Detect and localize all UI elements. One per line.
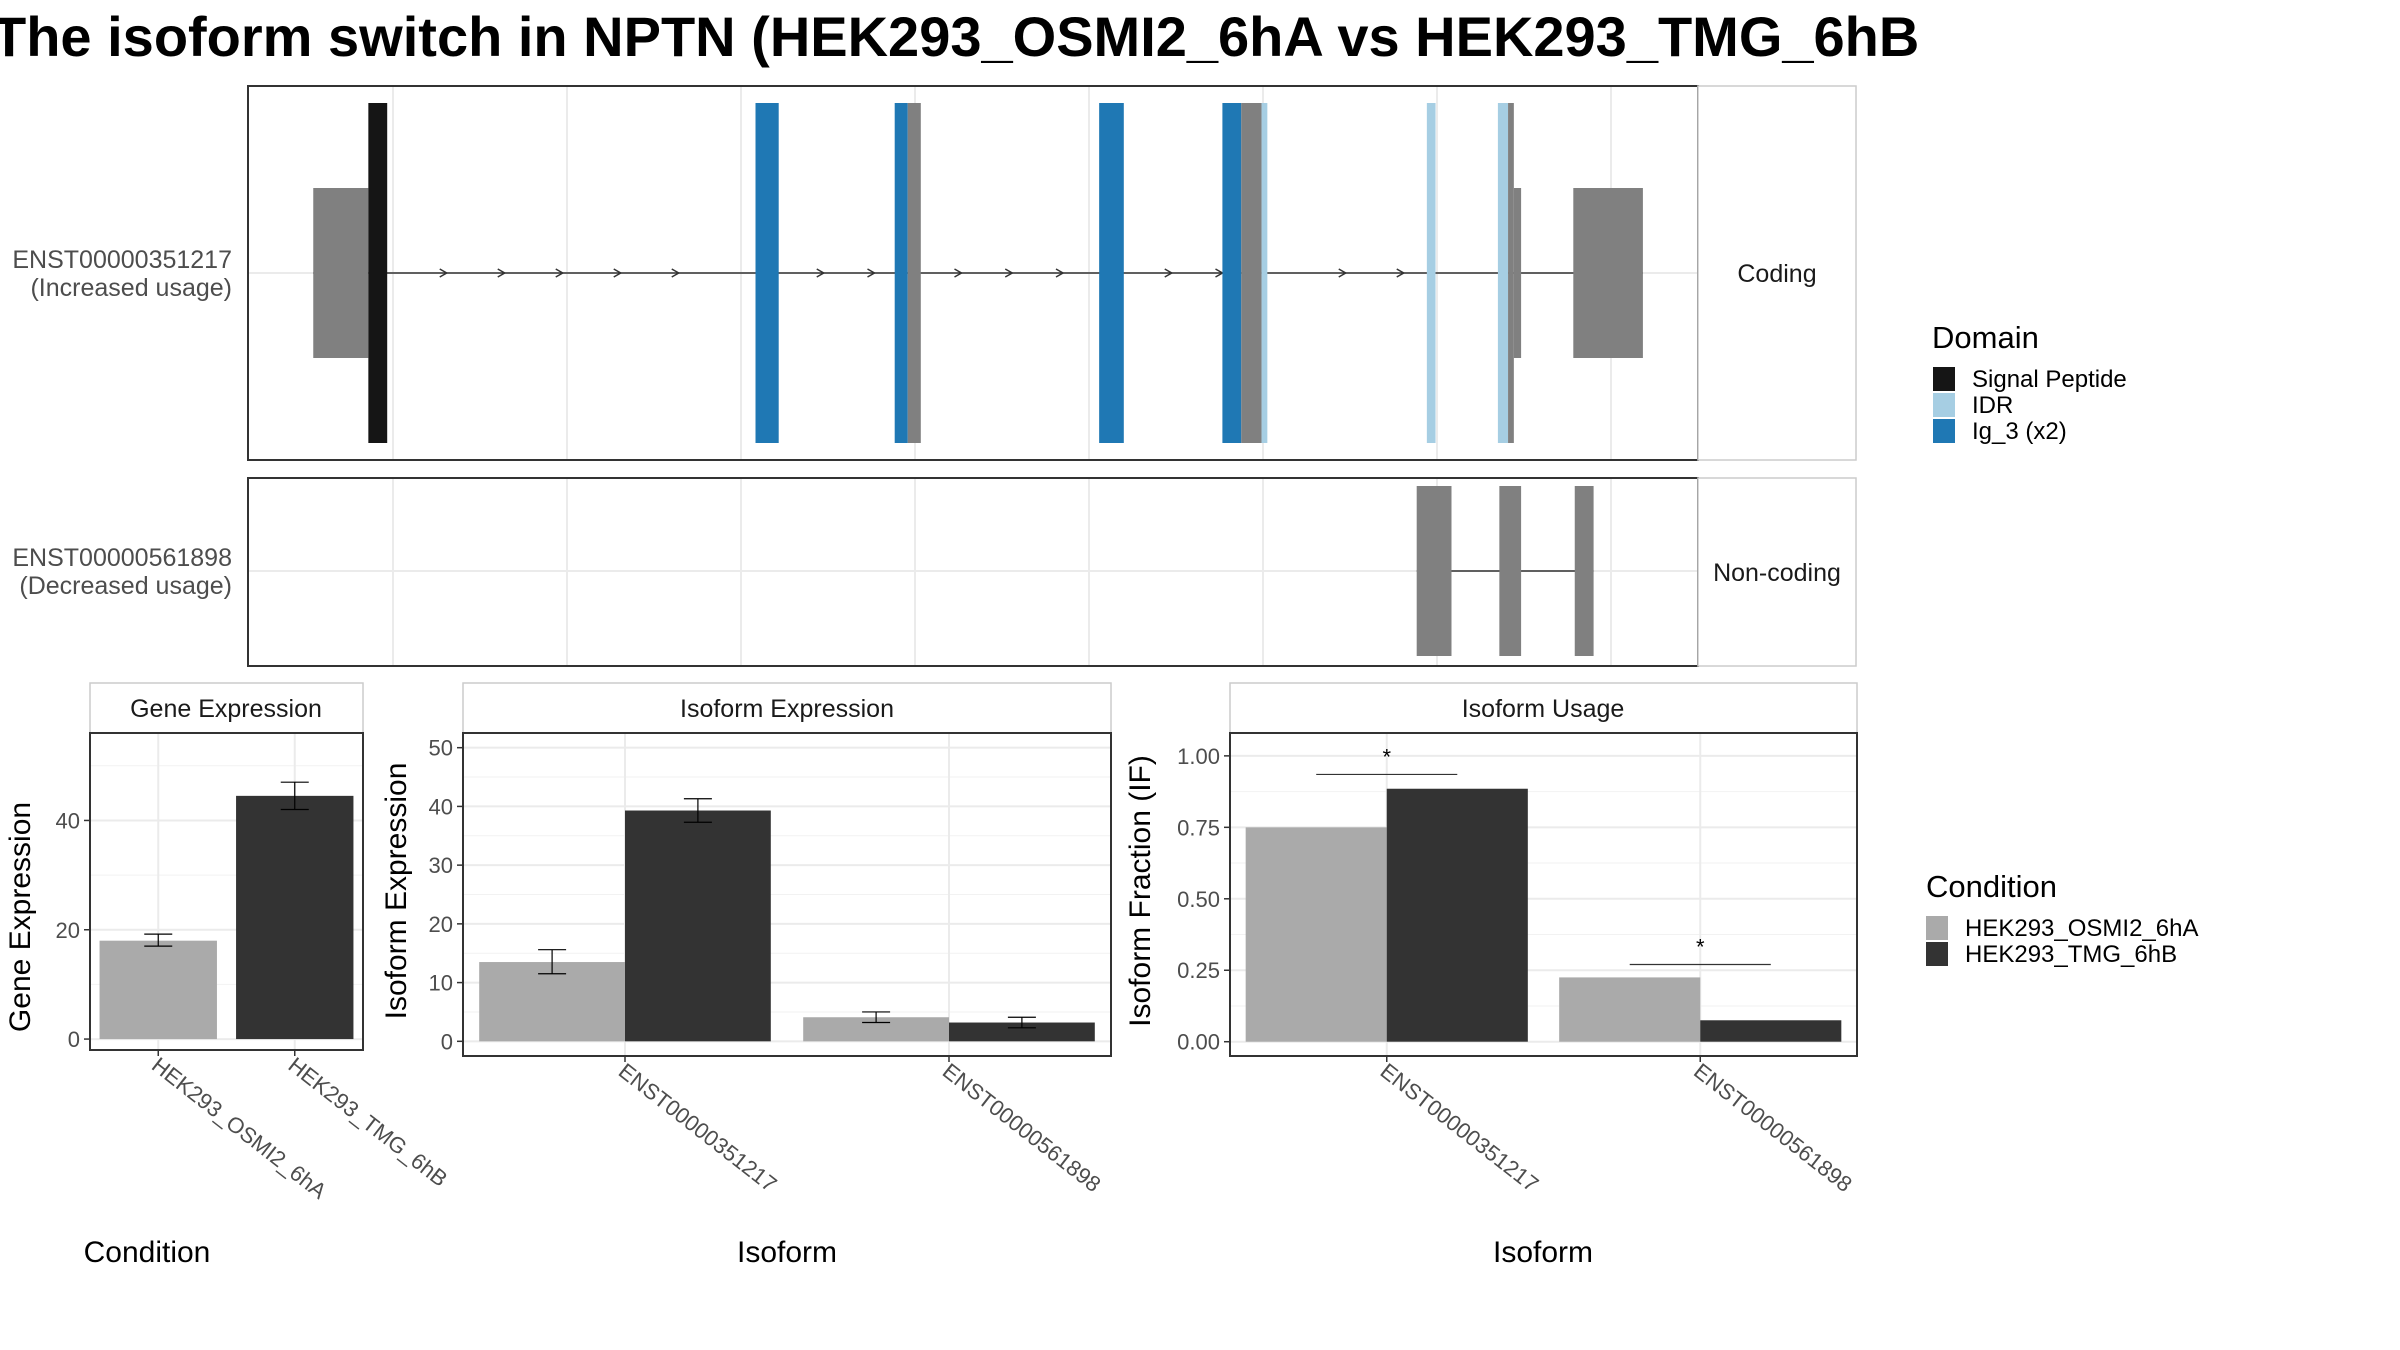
strand-arrow [497, 268, 507, 278]
strand-arrow [1004, 268, 1014, 278]
strand-arrow [1396, 268, 1406, 278]
strand-arrow [555, 268, 565, 278]
y-tick-label: 0 [68, 1027, 80, 1052]
bar [949, 1022, 1095, 1042]
bar [479, 962, 625, 1042]
y-tick-label: 20 [429, 912, 453, 937]
exon-block [1499, 486, 1522, 656]
transcript-marks [249, 87, 1697, 665]
strand-arrow [1164, 268, 1174, 278]
strand-arrow [613, 268, 623, 278]
y-tick-label: 50 [429, 736, 453, 761]
y-tick-label: 0 [441, 1029, 453, 1054]
domain-legend-label: Ig_3 (x2) [1972, 418, 2067, 445]
strand-arrow [671, 268, 681, 278]
exon-block [1497, 103, 1509, 443]
exon-block [1261, 103, 1268, 443]
y-tick-label: 40 [429, 794, 453, 819]
y-tick-label: 40 [56, 808, 80, 833]
exon-block [1099, 103, 1124, 443]
bar [625, 810, 771, 1042]
exon-block [1573, 188, 1643, 358]
exon-block [313, 188, 369, 358]
exon-block [1426, 103, 1436, 443]
exon-block [1513, 188, 1522, 358]
main-title: The isoform switch in NPTN (HEK293_OSMI2… [0, 5, 1919, 68]
y-tick-label: 10 [429, 971, 453, 996]
exon-block [1508, 103, 1514, 443]
isoexp-x-title: Isoform [737, 1236, 837, 1269]
isoexp-y-title: Isoform Expression [380, 763, 413, 1020]
strand-arrow [816, 268, 826, 278]
plot-frame [462, 732, 1112, 1057]
y-tick-label: 30 [429, 853, 453, 878]
bar [1386, 788, 1528, 1042]
usage-panel-title: Isoform Usage [1462, 695, 1625, 723]
exon-block [1416, 486, 1452, 656]
gene-expression-panel: Gene Expression Condition Gene Expressio… [4, 682, 364, 1269]
domain-legend-key [1933, 367, 1955, 391]
plot-frame [89, 732, 364, 1051]
exon-block [1574, 486, 1594, 656]
strand-arrow [867, 268, 877, 278]
strand-arrow [1055, 268, 1065, 278]
strand-arrow [1338, 268, 1348, 278]
isoform-usage-label: (Decreased usage) [19, 572, 232, 600]
gene-strip [89, 682, 364, 734]
exon-block [1241, 103, 1262, 443]
condition-legend-label: HEK293_TMG_6hB [1965, 941, 2177, 968]
condition-legend-title: Condition [1926, 869, 2057, 904]
domain-legend-label: Signal Peptide [1972, 366, 2127, 393]
gene-panel-title: Gene Expression [130, 695, 322, 723]
isoform-usage-label: (Increased usage) [30, 274, 232, 302]
isoform-id-label: ENST00000561898 [12, 544, 232, 572]
domain-legend-label: IDR [1972, 392, 2013, 419]
exon-block [368, 103, 388, 443]
strip-noncoding [1697, 477, 1857, 667]
y-tick-label: 0.25 [1177, 958, 1220, 983]
condition-legend-label: HEK293_OSMI2_6hA [1965, 915, 2198, 942]
y-tick-label: 1.00 [1177, 744, 1220, 769]
condition-legend-key [1926, 942, 1948, 966]
plot-frame [1229, 732, 1858, 1057]
strip-coding [1697, 85, 1857, 461]
y-tick-label: 0.50 [1177, 887, 1220, 912]
exon-block [907, 103, 921, 443]
isoform-id-label: ENST00000351217 [12, 246, 232, 274]
condition-legend-key [1926, 916, 1948, 940]
strand-arrow [954, 268, 964, 278]
usage-x-title: Isoform [1493, 1236, 1593, 1269]
gene-x-title: Condition [84, 1236, 211, 1269]
isoform-expression-panel: Isoform Expression Isoform Isoform Expre… [380, 682, 1112, 1269]
isoform-usage-panel: Isoform Usage Isoform Isoform Fraction (… [1124, 682, 1858, 1269]
bar [1559, 977, 1701, 1042]
strand-arrow [439, 268, 449, 278]
strip-label-noncoding: Non-coding [1713, 559, 1841, 587]
exon-block [1222, 103, 1242, 443]
domain-legend-title: Domain [1932, 320, 2039, 355]
domain-legend-key [1933, 393, 1955, 417]
significance-star: * [1382, 744, 1391, 769]
y-tick-label: 0.00 [1177, 1030, 1220, 1055]
bar [1700, 1020, 1842, 1042]
gene-y-title: Gene Expression [4, 802, 37, 1032]
significance-star: * [1696, 935, 1705, 960]
exon-block [755, 103, 779, 443]
bar [1245, 827, 1387, 1042]
bar [236, 795, 354, 1040]
usage-y-title: Isoform Fraction (IF) [1124, 755, 1157, 1027]
y-tick-label: 20 [56, 918, 80, 943]
bar [99, 940, 217, 1040]
strip-label-coding: Coding [1737, 260, 1816, 288]
exon-block [894, 103, 908, 443]
isoexp-panel-title: Isoform Expression [680, 695, 894, 723]
domain-legend-key [1933, 419, 1955, 443]
y-tick-label: 0.75 [1177, 815, 1220, 840]
